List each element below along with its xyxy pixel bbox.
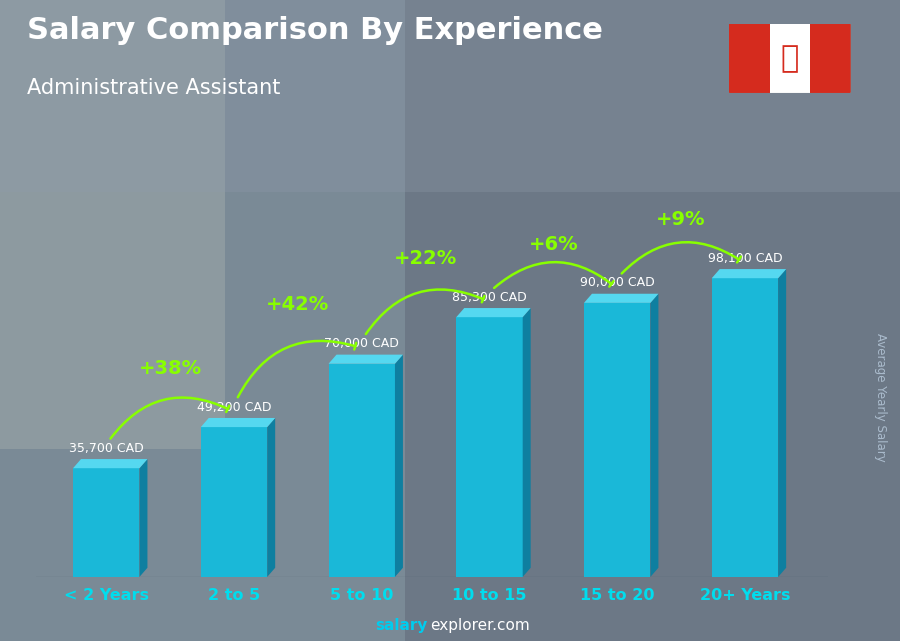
Text: 85,300 CAD: 85,300 CAD <box>452 290 526 304</box>
Bar <box>729 24 769 93</box>
Polygon shape <box>456 317 523 577</box>
Text: explorer.com: explorer.com <box>430 619 530 633</box>
Polygon shape <box>395 354 403 577</box>
Polygon shape <box>778 269 787 577</box>
Polygon shape <box>73 459 148 468</box>
Text: salary: salary <box>375 619 428 633</box>
Polygon shape <box>267 418 275 577</box>
Text: +22%: +22% <box>394 249 457 268</box>
Text: 🍁: 🍁 <box>780 44 799 73</box>
Text: Administrative Assistant: Administrative Assistant <box>27 78 281 98</box>
Bar <box>810 24 850 93</box>
Polygon shape <box>651 294 659 577</box>
Polygon shape <box>201 418 275 427</box>
Text: Average Yearly Salary: Average Yearly Salary <box>874 333 886 462</box>
Polygon shape <box>584 303 651 577</box>
Polygon shape <box>712 269 787 278</box>
Bar <box>0 0 900 192</box>
Polygon shape <box>456 308 531 317</box>
Bar <box>405 0 900 641</box>
Text: +6%: +6% <box>528 235 578 254</box>
Text: 98,100 CAD: 98,100 CAD <box>707 252 782 265</box>
Text: +42%: +42% <box>266 296 329 315</box>
Bar <box>770 24 810 93</box>
Text: +9%: +9% <box>656 210 706 229</box>
Text: 90,000 CAD: 90,000 CAD <box>580 276 654 289</box>
Text: +38%: +38% <box>139 359 202 378</box>
Text: 70,000 CAD: 70,000 CAD <box>324 337 400 350</box>
Text: 35,700 CAD: 35,700 CAD <box>69 442 144 454</box>
Polygon shape <box>328 363 395 577</box>
Polygon shape <box>328 354 403 363</box>
Polygon shape <box>73 468 140 577</box>
Text: Salary Comparison By Experience: Salary Comparison By Experience <box>27 16 603 45</box>
Polygon shape <box>140 459 148 577</box>
Polygon shape <box>712 278 778 577</box>
Polygon shape <box>201 427 267 577</box>
Bar <box>0 0 225 449</box>
Polygon shape <box>523 308 531 577</box>
Text: 49,200 CAD: 49,200 CAD <box>197 401 271 413</box>
Polygon shape <box>584 294 659 303</box>
